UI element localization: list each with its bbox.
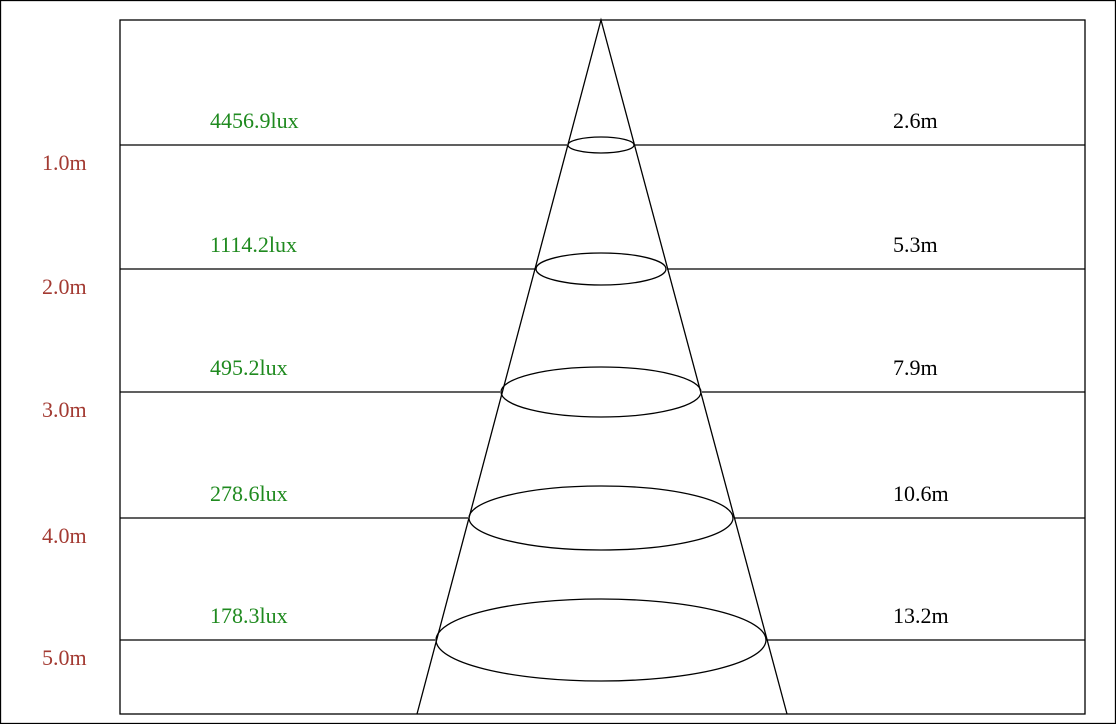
diameter-label: 13.2m [893,603,949,628]
inner-frame [119,19,1086,715]
beam-section [535,252,667,286]
beam-section [500,366,702,418]
beam-section [435,598,767,682]
diameter-label: 10.6m [893,481,949,506]
illuminance-label: 278.6lux [210,481,288,506]
illuminance-label: 178.3lux [210,603,288,628]
diameter-label: 5.3m [893,232,938,257]
distance-label: 1.0m [42,150,87,175]
distance-label: 4.0m [42,523,87,548]
distance-label: 5.0m [42,645,87,670]
distance-label: 3.0m [42,397,87,422]
diameter-label: 7.9m [893,355,938,380]
illuminance-label: 4456.9lux [210,108,299,133]
illuminance-label: 495.2lux [210,355,288,380]
beam-cone [416,17,788,715]
distance-label: 2.0m [42,274,87,299]
illuminance-label: 1114.2lux [210,232,297,257]
beam-section [468,485,734,551]
diameter-label: 2.6m [893,108,938,133]
beam-section [567,136,635,154]
